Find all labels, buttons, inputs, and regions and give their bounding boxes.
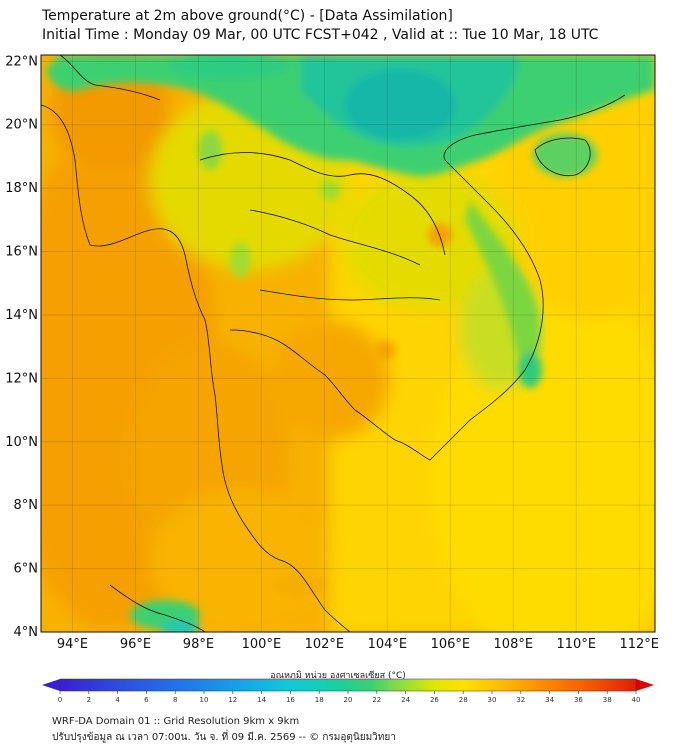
lon-label: 96°E <box>120 637 151 652</box>
temperature-map: 22°N 20°N 18°N 16°N 14°N 12°N 10°N 8°N 6°N 4°N 94… <box>5 54 659 652</box>
colorbar-tick-label: 18 <box>315 696 324 704</box>
graticule <box>41 55 655 633</box>
colorbar-title: อุณหภูมิ หน่วย องศาเซลเซียส (°C) <box>270 671 406 681</box>
lat-label: 14°N <box>5 308 38 323</box>
colorbar-tick-label: 4 <box>115 696 120 704</box>
lon-label: 100°E <box>242 637 282 652</box>
colorbar-tick-label: 20 <box>344 696 353 704</box>
temperature-field <box>41 55 655 632</box>
lon-label: 108°E <box>494 637 534 652</box>
colorbar-tick-label: 0 <box>58 696 62 704</box>
colorbar-tick-label: 24 <box>401 696 410 704</box>
lat-label: 4°N <box>14 625 39 640</box>
colorbar-ticks: 0 2 4 6 8 10 12 14 16 18 20 22 24 26 28 30 32 34 36 38 40 <box>58 691 641 704</box>
chart-title: Temperature at 2m above ground(°C) - [Da… <box>42 8 453 24</box>
footer-model-info: WRF-DA Domain 01 :: Grid Resolution 9km … <box>52 716 300 727</box>
lon-label: 94°E <box>57 637 88 652</box>
colorbar-tick-label: 36 <box>574 696 583 704</box>
colorbar-tick-label: 40 <box>632 696 641 704</box>
colorbar-tick-label: 14 <box>257 696 266 704</box>
colorbar-tick-label: 12 <box>228 696 237 704</box>
colorbar-max-arrow <box>636 679 654 691</box>
lat-label: 20°N <box>5 118 38 133</box>
lat-label: 6°N <box>14 562 39 577</box>
lon-label: 112°E <box>619 637 659 652</box>
footer-update-info: ปรับปรุงข้อมูล ณ เวลา 07:00น. วัน จ. ที่… <box>52 732 396 743</box>
lon-label: 106°E <box>431 637 471 652</box>
colorbar-tick-label: 6 <box>144 696 149 704</box>
lat-label: 16°N <box>5 245 38 260</box>
lat-label: 12°N <box>5 371 38 386</box>
colorbar-tick-label: 34 <box>545 696 554 704</box>
colorbar: 0 2 4 6 8 10 12 14 16 18 20 22 24 26 28 30 32 34 36 38 40 <box>42 678 654 704</box>
longitude-labels: 94°E 96°E 98°E 100°E 102°E 104°E 106°E 108°E 110… <box>57 637 659 652</box>
colorbar-tick-label: 26 <box>430 696 439 704</box>
lon-label: 98°E <box>183 637 214 652</box>
lat-label: 8°N <box>14 498 39 513</box>
colorbar-tick-label: 22 <box>372 696 381 704</box>
lat-label: 18°N <box>5 181 38 196</box>
colorbar-min-arrow <box>42 679 60 691</box>
colorbar-tick-label: 2 <box>87 696 91 704</box>
colorbar-tick-label: 38 <box>603 696 612 704</box>
map-frame <box>40 54 656 633</box>
coastlines <box>41 55 626 632</box>
colorbar-tick-label: 32 <box>516 696 525 704</box>
lon-label: 102°E <box>305 637 345 652</box>
colorbar-tick-label: 30 <box>488 696 497 704</box>
lon-label: 110°E <box>557 637 597 652</box>
lon-label: 104°E <box>368 637 408 652</box>
colorbar-tick-label: 10 <box>200 696 209 704</box>
colorbar-tick-label: 28 <box>459 696 468 704</box>
colorbar-tick-label: 8 <box>173 696 177 704</box>
lat-label: 22°N <box>5 54 38 69</box>
chart-subtitle: Initial Time : Monday 09 Mar, 00 UTC FCS… <box>42 27 599 43</box>
latitude-labels: 22°N 20°N 18°N 16°N 14°N 12°N 10°N 8°N 6°N 4°N <box>5 54 38 640</box>
lat-label: 10°N <box>5 435 38 450</box>
colorbar-tick-label: 16 <box>286 696 295 704</box>
colorbar-gradient <box>59 678 637 692</box>
